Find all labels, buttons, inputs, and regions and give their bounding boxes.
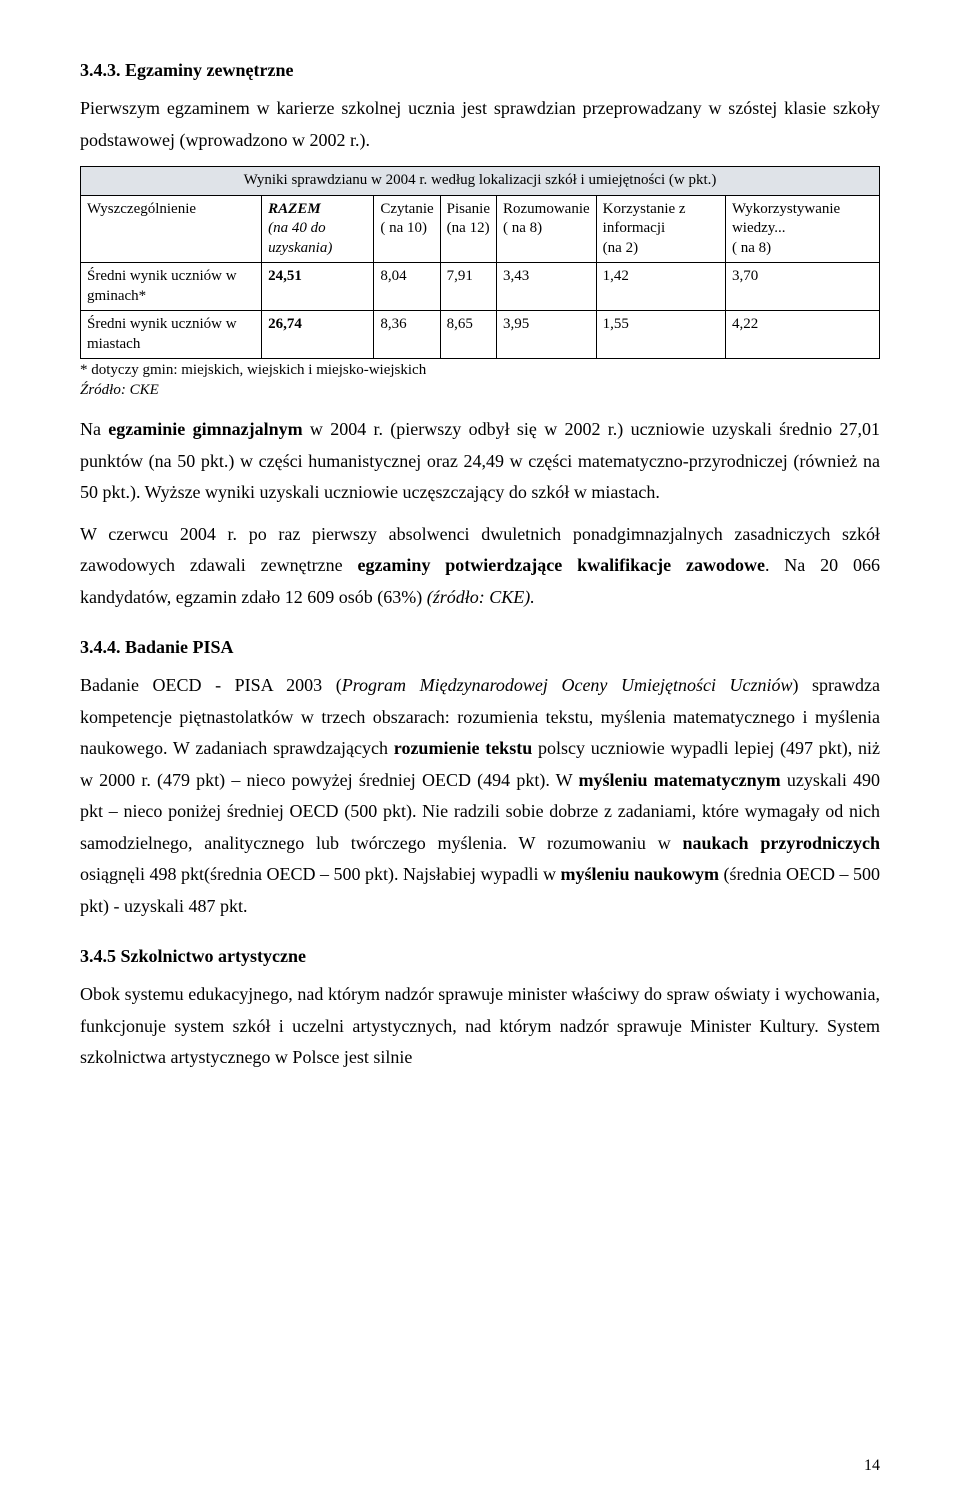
text: Na xyxy=(80,419,108,439)
col-header-rozum-l2: ( na 8) xyxy=(503,220,542,236)
col-header-czytanie: Czytanie ( na 10) xyxy=(374,195,440,263)
col-header-wyk: Wykorzystywanie wiedzy... ( na 8) xyxy=(725,195,879,263)
bold-text: egzaminy potwierdzające kwalifikacje zaw… xyxy=(357,555,765,575)
col-header-wyszcz: Wyszczególnienie xyxy=(81,195,262,263)
bold-text: egzaminie gimnazjalnym xyxy=(108,419,302,439)
col-header-korz-l1: Korzystanie z informacji xyxy=(603,201,686,237)
page: 3.4.3. Egzaminy zewnętrzne Pierwszym egz… xyxy=(0,0,960,1505)
page-number: 14 xyxy=(864,1457,880,1475)
cell-pisanie: 7,91 xyxy=(440,263,496,311)
text: osiągnęli 498 pkt(średnia OECD – 500 pkt… xyxy=(80,864,560,884)
cell-razem: 24,51 xyxy=(262,263,374,311)
bold-text: rozumienie tekstu xyxy=(394,738,532,758)
results-table: Wyniki sprawdzianu w 2004 r. według loka… xyxy=(80,166,880,359)
cell-pisanie: 8,65 xyxy=(440,311,496,359)
col-header-wyk-l1: Wykorzystywanie wiedzy... xyxy=(732,201,840,237)
bold-text: myśleniu naukowym xyxy=(560,864,719,884)
text: Badanie OECD - PISA 2003 ( xyxy=(80,675,342,695)
col-header-razem-l1: RAZEM xyxy=(268,201,321,217)
cell-czytanie: 8,04 xyxy=(374,263,440,311)
col-header-wyk-l2: ( na 8) xyxy=(732,240,771,256)
intro-paragraph: Pierwszym egzaminem w karierze szkolnej … xyxy=(80,93,880,156)
paragraph-gimnazjalny: Na egzaminie gimnazjalnym w 2004 r. (pie… xyxy=(80,414,880,509)
italic-text: (źródło: CKE). xyxy=(427,587,535,607)
col-header-rozum-l1: Rozumowanie xyxy=(503,201,590,217)
paragraph-pisa: Badanie OECD - PISA 2003 (Program Między… xyxy=(80,670,880,922)
table-row: Średni wynik uczniów w miastach 26,74 8,… xyxy=(81,311,880,359)
cell-czytanie: 8,36 xyxy=(374,311,440,359)
cell-korz: 1,55 xyxy=(596,311,725,359)
table-header-row: Wyszczególnienie RAZEM (na 40 do uzyskan… xyxy=(81,195,880,263)
col-header-razem-l2: (na 40 do uzyskania) xyxy=(268,220,332,256)
heading-344: 3.4.4. Badanie PISA xyxy=(80,637,880,658)
cell-rozum: 3,95 xyxy=(497,311,597,359)
table-note: * dotyczy gmin: miejskich, wiejskich i m… xyxy=(80,361,880,381)
row-label: Średni wynik uczniów w gminach* xyxy=(81,263,262,311)
paragraph-zawodowe: W czerwcu 2004 r. po raz pierwszy absolw… xyxy=(80,519,880,614)
col-header-czytanie-l2: ( na 10) xyxy=(380,220,427,236)
col-header-korz-l2: (na 2) xyxy=(603,240,638,256)
table-title: Wyniki sprawdzianu w 2004 r. według loka… xyxy=(81,167,880,196)
table-source: Źródło: CKE xyxy=(80,381,880,401)
bold-text: myśleniu matematycznym xyxy=(579,770,781,790)
bold-text: naukach przyrodniczych xyxy=(683,833,880,853)
heading-345: 3.4.5 Szkolnictwo artystyczne xyxy=(80,946,880,967)
table-row: Średni wynik uczniów w gminach* 24,51 8,… xyxy=(81,263,880,311)
col-header-czytanie-l1: Czytanie xyxy=(380,201,433,217)
cell-razem: 26,74 xyxy=(262,311,374,359)
italic-text: Program Międzynarodowej Oceny Umiejętnoś… xyxy=(342,675,793,695)
col-header-razem: RAZEM (na 40 do uzyskania) xyxy=(262,195,374,263)
cell-wyk: 3,70 xyxy=(725,263,879,311)
col-header-korz: Korzystanie z informacji (na 2) xyxy=(596,195,725,263)
paragraph-artystyczne: Obok systemu edukacyjnego, nad którym na… xyxy=(80,979,880,1074)
col-header-pisanie: Pisanie (na 12) xyxy=(440,195,496,263)
cell-korz: 1,42 xyxy=(596,263,725,311)
cell-wyk: 4,22 xyxy=(725,311,879,359)
col-header-rozum: Rozumowanie ( na 8) xyxy=(497,195,597,263)
col-header-pisanie-l2: (na 12) xyxy=(447,220,490,236)
col-header-pisanie-l1: Pisanie xyxy=(447,201,490,217)
cell-rozum: 3,43 xyxy=(497,263,597,311)
row-label: Średni wynik uczniów w miastach xyxy=(81,311,262,359)
heading-343: 3.4.3. Egzaminy zewnętrzne xyxy=(80,60,880,81)
